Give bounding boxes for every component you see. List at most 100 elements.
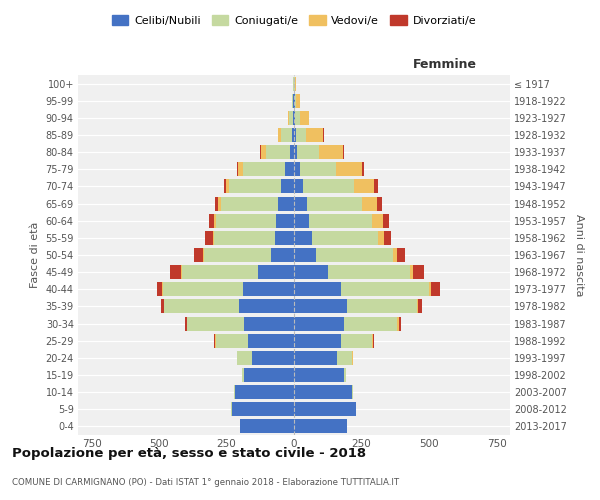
Bar xyxy=(410,265,413,279)
Bar xyxy=(257,265,294,279)
Bar xyxy=(229,180,281,194)
Bar xyxy=(170,265,181,279)
Bar xyxy=(266,145,290,159)
Y-axis label: Anni di nascita: Anni di nascita xyxy=(574,214,584,296)
Bar xyxy=(244,316,294,330)
Bar xyxy=(372,214,383,228)
Bar xyxy=(294,214,309,228)
Bar xyxy=(383,231,391,245)
Bar xyxy=(224,180,226,194)
Bar xyxy=(307,196,362,210)
Bar xyxy=(341,282,429,296)
Bar xyxy=(278,196,294,210)
Bar xyxy=(295,76,296,90)
Bar xyxy=(164,300,239,314)
Bar xyxy=(235,385,294,399)
Bar xyxy=(377,196,382,210)
Bar xyxy=(239,300,294,314)
Bar xyxy=(237,162,238,176)
Bar xyxy=(187,316,244,330)
Bar xyxy=(295,94,296,108)
Bar xyxy=(290,145,294,159)
Bar xyxy=(429,282,431,296)
Bar xyxy=(162,282,163,296)
Bar xyxy=(248,334,294,347)
Bar xyxy=(341,334,372,347)
Bar xyxy=(294,145,297,159)
Bar xyxy=(294,334,341,347)
Bar xyxy=(293,111,294,125)
Legend: Celibi/Nubili, Coniugati/e, Vedovi/e, Divorziati/e: Celibi/Nubili, Coniugati/e, Vedovi/e, Di… xyxy=(107,10,481,30)
Bar xyxy=(295,111,300,125)
Bar xyxy=(232,402,294,416)
Bar xyxy=(277,214,294,228)
Bar xyxy=(163,282,242,296)
Bar xyxy=(244,368,294,382)
Bar xyxy=(182,265,257,279)
Bar xyxy=(397,316,399,330)
Bar xyxy=(214,334,215,347)
Bar xyxy=(185,316,187,330)
Bar xyxy=(294,196,307,210)
Bar xyxy=(343,145,344,159)
Bar xyxy=(157,282,162,296)
Bar xyxy=(261,145,266,159)
Bar xyxy=(309,214,372,228)
Bar xyxy=(344,316,397,330)
Bar xyxy=(354,180,374,194)
Bar xyxy=(300,111,309,125)
Bar xyxy=(297,145,319,159)
Bar xyxy=(243,162,284,176)
Bar xyxy=(275,231,294,245)
Bar xyxy=(431,282,440,296)
Bar xyxy=(294,351,337,365)
Bar xyxy=(281,128,292,142)
Bar xyxy=(294,128,296,142)
Bar xyxy=(240,420,294,434)
Bar xyxy=(306,128,323,142)
Bar xyxy=(216,214,277,228)
Bar xyxy=(418,300,422,314)
Y-axis label: Fasce di età: Fasce di età xyxy=(30,222,40,288)
Bar xyxy=(374,180,378,194)
Bar xyxy=(294,300,347,314)
Bar xyxy=(214,214,216,228)
Bar xyxy=(292,94,293,108)
Bar xyxy=(294,111,295,125)
Bar xyxy=(242,368,244,382)
Bar xyxy=(300,162,337,176)
Bar xyxy=(311,231,378,245)
Bar xyxy=(294,316,344,330)
Bar xyxy=(296,94,300,108)
Bar xyxy=(316,248,392,262)
Bar xyxy=(294,180,302,194)
Bar xyxy=(294,162,300,176)
Bar xyxy=(337,351,352,365)
Bar xyxy=(294,420,347,434)
Bar xyxy=(417,300,418,314)
Bar xyxy=(294,385,352,399)
Bar xyxy=(347,300,417,314)
Bar xyxy=(238,162,242,176)
Bar xyxy=(294,248,316,262)
Bar xyxy=(328,265,410,279)
Bar xyxy=(373,334,374,347)
Bar xyxy=(287,111,289,125)
Bar xyxy=(392,248,397,262)
Bar xyxy=(302,180,354,194)
Text: Femmine: Femmine xyxy=(413,58,477,71)
Bar xyxy=(234,385,235,399)
Bar xyxy=(209,214,214,228)
Bar xyxy=(284,162,294,176)
Bar xyxy=(204,248,271,262)
Bar xyxy=(289,111,293,125)
Bar xyxy=(399,316,401,330)
Bar xyxy=(278,128,281,142)
Bar xyxy=(214,231,275,245)
Bar xyxy=(252,351,294,365)
Bar xyxy=(221,196,278,210)
Bar xyxy=(383,214,389,228)
Bar xyxy=(226,180,229,194)
Bar xyxy=(205,231,213,245)
Bar xyxy=(181,265,182,279)
